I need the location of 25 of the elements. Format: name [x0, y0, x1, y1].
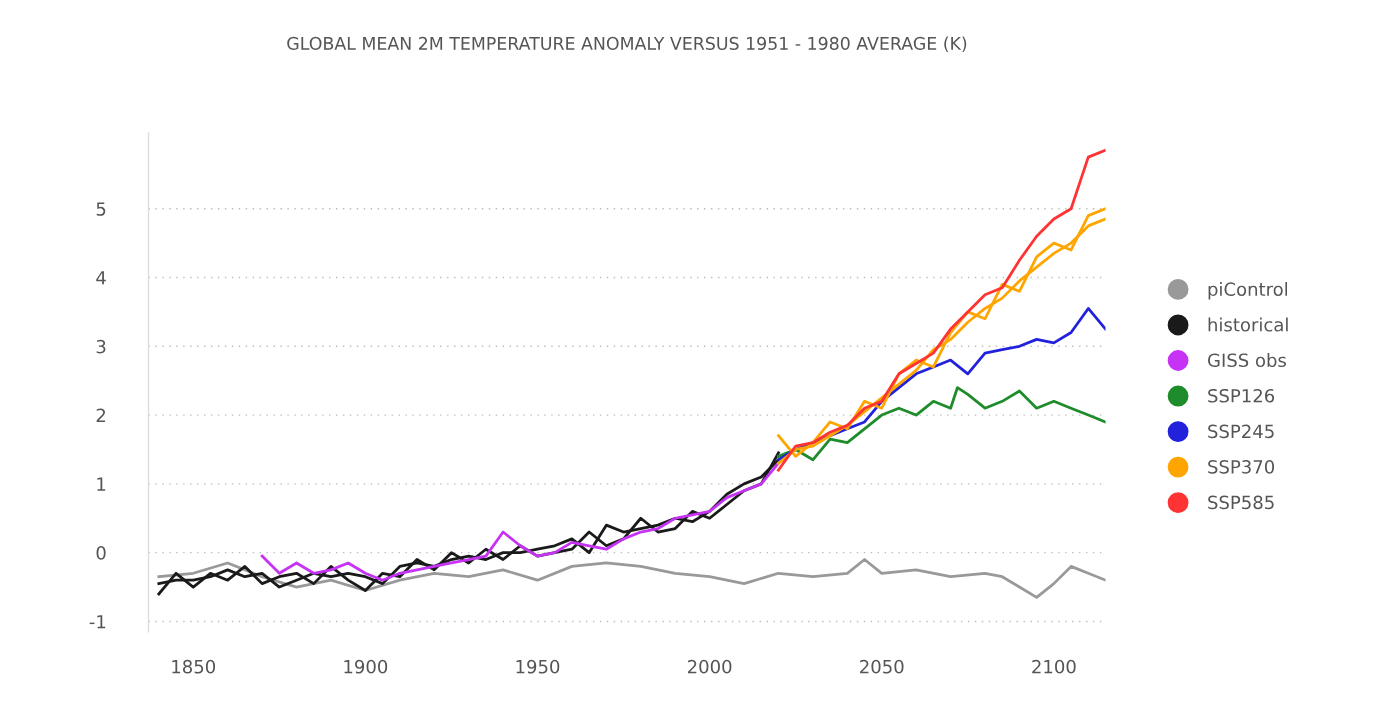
legend-label: SSP245	[1208, 424, 1274, 439]
x-tick-label: 2050	[860, 659, 904, 674]
y-tick-label: 4	[96, 271, 106, 285]
x-tick-label: 1850	[172, 659, 216, 674]
x-tick-label: 1900	[344, 659, 388, 674]
x-tick-label: 1950	[516, 659, 560, 674]
line-series	[777, 148, 1106, 472]
legend-label: GISS obs	[1207, 353, 1286, 368]
line-series	[260, 461, 780, 582]
line-series	[777, 386, 1106, 462]
y-tick-label: -1	[89, 615, 106, 629]
legend-label: historical	[1208, 317, 1288, 332]
line-series	[157, 558, 1106, 599]
legend-label: piControl	[1208, 282, 1288, 300]
x-tick-label: 2000	[687, 659, 732, 674]
legend-label: SSP126	[1208, 388, 1275, 403]
legend-label: SSP370	[1208, 460, 1275, 474]
y-tick-label: 0	[96, 546, 106, 560]
y-tick-label: 3	[96, 339, 106, 354]
chart-title: GLOBAL MEAN 2M TEMPERATURE ANOMALY VERSUS 1951 - 1980 AVERAGE (K)	[287, 36, 967, 52]
y-tick-label: 1	[97, 477, 106, 491]
legend-label: SSP585	[1208, 495, 1274, 510]
y-tick-label: 2	[96, 408, 106, 422]
y-tick-label: 5	[96, 202, 106, 216]
x-tick-label: 2100	[1032, 659, 1076, 674]
